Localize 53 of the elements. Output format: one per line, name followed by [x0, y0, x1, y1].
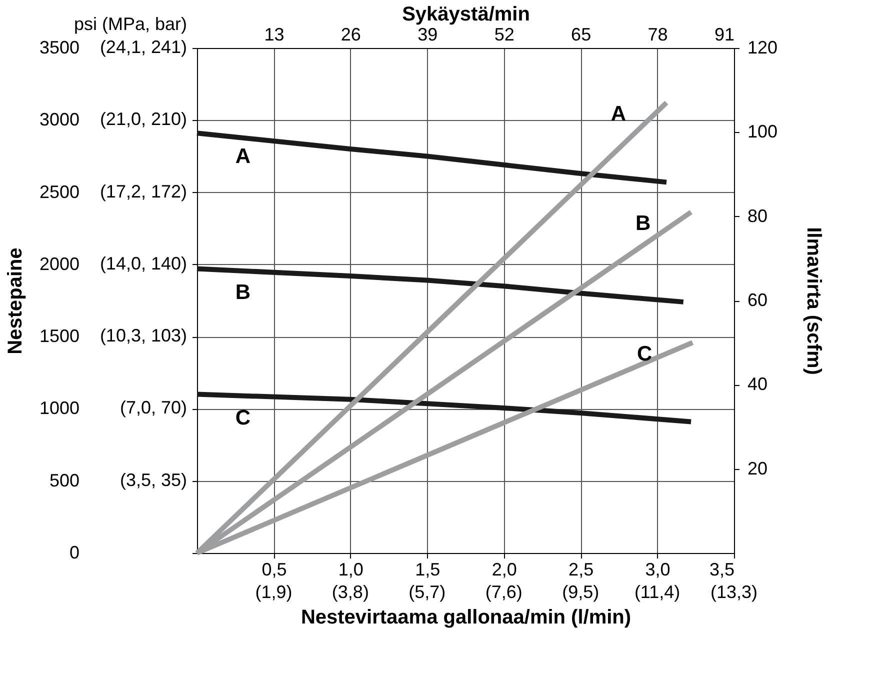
- x-tick-label: 0,5: [262, 560, 287, 580]
- series-label: A: [610, 102, 626, 126]
- series-label: C: [235, 406, 251, 430]
- x2-tick-label: 78: [648, 24, 668, 44]
- series-label: C: [636, 342, 652, 366]
- text: (10,3, 103): [100, 326, 187, 346]
- x2-tick-label: 52: [494, 24, 514, 44]
- text: (24,1, 241): [100, 37, 187, 57]
- text: psi (MPa, bar): [74, 14, 187, 34]
- y-tick-label: 2000: [39, 254, 80, 274]
- text: (7,0, 70): [120, 398, 187, 418]
- y-axis-title: Nestepaine: [4, 248, 26, 354]
- y-tick-label: 3500: [39, 38, 80, 58]
- x2-tick-label: 91: [714, 24, 734, 44]
- x-axis-title: Nestevirtaama gallonaa/min (l/min): [300, 606, 632, 628]
- text: (21,0, 210): [100, 109, 187, 130]
- y-tick-label: 500: [49, 470, 80, 490]
- text: (1,9): [255, 582, 292, 602]
- series-label: B: [235, 280, 251, 304]
- text: (7,6): [485, 582, 522, 602]
- x2-tick-label: 13: [264, 24, 284, 44]
- y-tick-label: 1000: [39, 398, 80, 418]
- y2-tick-label: 40: [748, 374, 768, 394]
- series-label: B: [635, 212, 651, 236]
- y2-tick-label: 60: [748, 290, 768, 310]
- y-tick-label: 2500: [39, 182, 80, 202]
- text: (3,5, 35): [120, 470, 187, 490]
- y-tick-label: 0: [69, 542, 80, 562]
- text: (11,4): [634, 582, 680, 602]
- text: (13,3): [710, 582, 758, 602]
- x-tick-label: 3,5: [709, 560, 734, 580]
- x2-axis-title: Sykäystä/min: [402, 4, 530, 26]
- y2-tick-label: 100: [748, 122, 778, 142]
- x-tick-label: 2,0: [492, 560, 517, 580]
- text: (5,7): [408, 582, 446, 602]
- text: (14,0, 140): [100, 253, 187, 274]
- y2-axis-title: Ilmavirta (scfm): [802, 227, 825, 375]
- x-tick-label: 1,5: [415, 560, 440, 580]
- text: (17,2, 172): [100, 181, 187, 202]
- x2-tick-label: 26: [340, 24, 361, 44]
- x2-tick-label: 65: [571, 24, 592, 44]
- y-tick-label: 1500: [39, 326, 80, 346]
- x-tick-label: 2,5: [568, 560, 594, 580]
- text: (3,8): [332, 582, 369, 602]
- y2-tick-label: 20: [748, 458, 768, 478]
- text: (9,5): [562, 582, 600, 602]
- y2-tick-label: 80: [748, 206, 768, 226]
- series-label: A: [235, 145, 251, 168]
- x-tick-label: 3,0: [645, 560, 670, 580]
- x-tick-label: 1,0: [338, 560, 364, 580]
- y2-tick-label: 120: [748, 38, 778, 58]
- y-tick-label: 3000: [39, 110, 80, 130]
- x2-tick-label: 39: [418, 24, 438, 44]
